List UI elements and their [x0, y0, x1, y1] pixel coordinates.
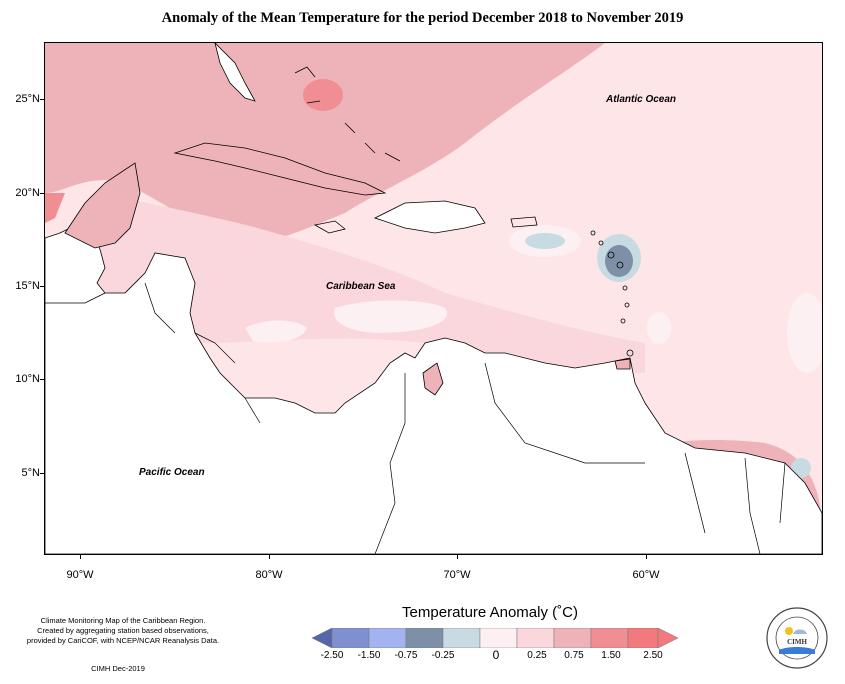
- wave-icon: [779, 647, 815, 654]
- lat-label-20n: 20°N: [15, 187, 40, 199]
- legend-swatch: [479, 628, 518, 648]
- anomaly-map-canvas: [45, 43, 822, 554]
- lon-tick: [646, 554, 647, 559]
- legend-swatch: [657, 628, 679, 648]
- legend-tick: -0.75: [394, 650, 418, 661]
- legend-tick: -0.25: [431, 650, 455, 661]
- cimh-logo: CIMH: [766, 607, 828, 669]
- lat-tick: [40, 286, 44, 287]
- legend-tick: -1.50: [357, 650, 381, 661]
- legend-swatch: [553, 628, 592, 648]
- lat-label-5n: 5°N: [21, 467, 40, 479]
- credit-line: Created by aggregating station based obs…: [37, 626, 209, 635]
- legend-title: Temperature Anomaly (˚C): [402, 604, 578, 621]
- logo-text: CIMH: [787, 638, 807, 646]
- anomaly-map: [44, 42, 823, 555]
- legend-colorbar: [312, 628, 679, 648]
- label-pacific-ocean: Pacific Ocean: [139, 467, 205, 478]
- label-atlantic-ocean: Atlantic Ocean: [606, 94, 677, 105]
- legend-tick: -2.50: [320, 650, 344, 661]
- lon-label-60w: 60°W: [632, 569, 660, 581]
- legend-swatch: [331, 628, 370, 648]
- label-caribbean-sea: Caribbean Sea: [326, 281, 396, 292]
- sun-icon: [785, 627, 793, 635]
- map-title: Anomaly of the Mean Temperature for the …: [161, 10, 684, 26]
- legend-swatch: [312, 628, 333, 648]
- legend-swatch: [442, 628, 481, 648]
- lon-tick: [80, 554, 81, 559]
- lon-label-70w: 70°W: [443, 569, 471, 581]
- lat-tick: [40, 99, 44, 100]
- credit-line: Climate Monitoring Map of the Caribbean …: [40, 616, 206, 625]
- lon-label-80w: 80°W: [255, 569, 283, 581]
- lon-tick: [269, 554, 270, 559]
- lon-tick: [457, 554, 458, 559]
- legend-tick: 0.25: [527, 650, 547, 661]
- lat-label-15n: 15°N: [15, 280, 40, 292]
- lat-label-10n: 10°N: [15, 373, 40, 385]
- legend-swatch: [590, 628, 629, 648]
- legend-tick: 0: [492, 648, 500, 662]
- legend-tick: 2.50: [643, 650, 663, 661]
- lat-label-25n: 25°N: [15, 93, 40, 105]
- credit-date: CIMH Dec-2019: [91, 664, 145, 673]
- legend-swatch: [627, 628, 659, 648]
- legend-swatch: [405, 628, 444, 648]
- lat-tick: [40, 473, 44, 474]
- cloud-icon: [793, 629, 807, 634]
- lon-label-90w: 90°W: [66, 569, 94, 581]
- credit-line: provided by CariCOF, with NCEP/NCAR Rean…: [26, 636, 220, 645]
- legend-swatch: [516, 628, 555, 648]
- legend-tick: 1.50: [601, 650, 621, 661]
- legend-tick: 0.75: [564, 650, 584, 661]
- lat-tick: [40, 193, 44, 194]
- credit-text: Climate Monitoring Map of the Caribbean …: [18, 616, 228, 646]
- legend-swatch: [368, 628, 407, 648]
- lat-tick: [40, 379, 44, 380]
